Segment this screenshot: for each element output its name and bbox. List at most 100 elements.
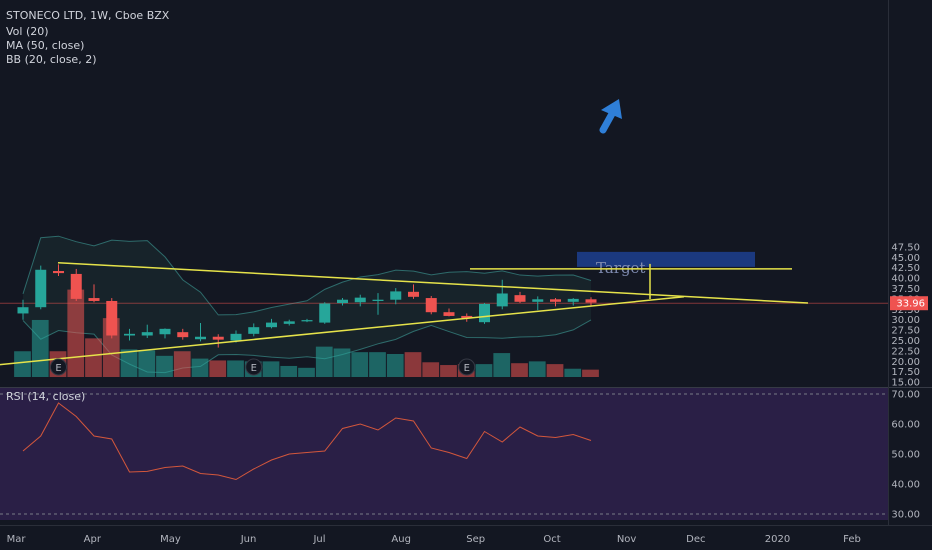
volume-bar — [138, 350, 156, 377]
candle-body — [53, 271, 64, 274]
price-tick-label: 40.00 — [891, 274, 920, 285]
drawings: Target — [0, 99, 809, 366]
symbol-legend[interactable]: STONECO LTD, 1W, Cboe BZX — [6, 9, 170, 22]
volume-bar — [475, 364, 493, 377]
time-tick-label: Sep — [466, 534, 485, 545]
volume-bar — [386, 354, 404, 377]
rsi-tick-label: 60.00 — [891, 420, 920, 431]
price-tick-label: 37.50 — [891, 284, 920, 295]
bb-legend[interactable]: BB (20, close, 2) — [6, 53, 97, 66]
candle-body — [567, 298, 579, 302]
rsi-tick-label: 30.00 — [891, 510, 920, 521]
last-price-badge — [890, 296, 928, 311]
volume-bar — [582, 369, 599, 377]
lower-trendline — [0, 296, 685, 366]
candle-body — [106, 300, 118, 336]
time-tick-label: Dec — [686, 534, 705, 545]
candle-body — [408, 291, 419, 297]
volume-bar — [262, 361, 280, 377]
candle-body — [390, 291, 402, 300]
price-tick-label: 22.50 — [891, 346, 920, 357]
volume-bar — [31, 319, 49, 377]
volume-bar — [191, 358, 209, 377]
time-axis: Mar Apr May Jun Jul Aug Sep Oct Nov Dec 2020 Feb — [7, 534, 861, 545]
price-tick-label: 15.00 — [891, 378, 920, 389]
rsi-series — [0, 393, 888, 515]
candle-body — [532, 299, 544, 302]
volume-bar — [333, 348, 351, 377]
volume-bar — [173, 351, 191, 377]
time-tick-label: 2020 — [765, 534, 790, 545]
volume-bar — [209, 360, 227, 377]
price-tick-label: 27.50 — [891, 326, 920, 337]
price-tick-label: 30.00 — [891, 315, 920, 326]
breakout-arrow-shaft — [599, 108, 617, 134]
candle-body — [496, 293, 508, 307]
volume-bar — [440, 365, 457, 377]
price-tick-label: 42.50 — [891, 263, 920, 274]
time-tick-label: Apr — [84, 534, 102, 545]
price-axis: 15.0017.5020.0022.5025.0027.5030.0032.50… — [890, 242, 928, 389]
volume-bars — [14, 289, 599, 377]
rsi-tick-label: 70.00 — [891, 390, 920, 401]
candle-body — [88, 298, 100, 301]
time-tick-label: Oct — [543, 534, 560, 545]
target-box — [577, 251, 755, 267]
volume-bar — [315, 346, 333, 377]
earnings-marker-label: E — [251, 363, 257, 374]
rsi-line — [22, 402, 592, 481]
candle-body — [159, 328, 171, 335]
candle-body — [479, 303, 490, 323]
last-price-label: 33.96 — [896, 299, 925, 310]
rsi-legend[interactable]: RSI (14, close) — [6, 390, 85, 403]
volume-bar — [546, 364, 564, 377]
volume-bar — [67, 289, 85, 377]
ma-legend[interactable]: MA (50, close) — [6, 39, 84, 52]
volume-bar — [298, 367, 315, 377]
candle-body — [70, 273, 82, 299]
bb-upper-line — [22, 235, 592, 316]
bollinger-bands — [0, 235, 888, 374]
rsi-axis: 30.00 40.00 50.00 60.00 70.00 — [891, 390, 920, 521]
candle-body — [337, 299, 348, 304]
volume-bar — [564, 368, 582, 377]
candle-body — [283, 321, 295, 324]
price-tick-label: 47.50 — [891, 242, 920, 253]
candle-body — [550, 299, 561, 302]
candle-body — [17, 307, 29, 314]
candle-body — [461, 315, 473, 319]
candle-body — [372, 299, 384, 301]
candle-body — [141, 332, 153, 336]
volume-bar — [14, 351, 31, 377]
candle-body — [124, 333, 135, 336]
volume-bar — [85, 338, 102, 377]
candle-body — [319, 303, 331, 323]
volume-bar — [493, 353, 511, 377]
candle-body — [177, 332, 189, 338]
price-tick-label: 45.00 — [891, 253, 920, 264]
earnings-marker-label: E — [55, 363, 61, 374]
candle-body — [301, 320, 313, 322]
volume-bar — [369, 352, 386, 377]
volume-bar — [120, 349, 138, 377]
candle-body — [230, 333, 242, 341]
breakout-arrow-head — [601, 99, 622, 119]
rsi-tick-label: 40.00 — [891, 480, 920, 491]
candle-body — [585, 299, 597, 303]
bb-fill — [23, 236, 591, 373]
volume-bar — [351, 352, 369, 377]
time-tick-label: Aug — [391, 534, 411, 545]
time-tick-label: Jun — [240, 534, 257, 545]
volume-bar — [528, 361, 546, 377]
candle-body — [425, 298, 437, 313]
volume-bar — [227, 360, 244, 377]
time-tick-label: Mar — [7, 534, 27, 545]
candle-body — [266, 322, 277, 328]
earnings-marker-label: E — [464, 363, 470, 374]
volume-bar — [156, 355, 173, 377]
candle-body — [514, 295, 526, 302]
volume-bar — [404, 352, 422, 377]
volume-legend[interactable]: Vol (20) — [6, 25, 49, 38]
